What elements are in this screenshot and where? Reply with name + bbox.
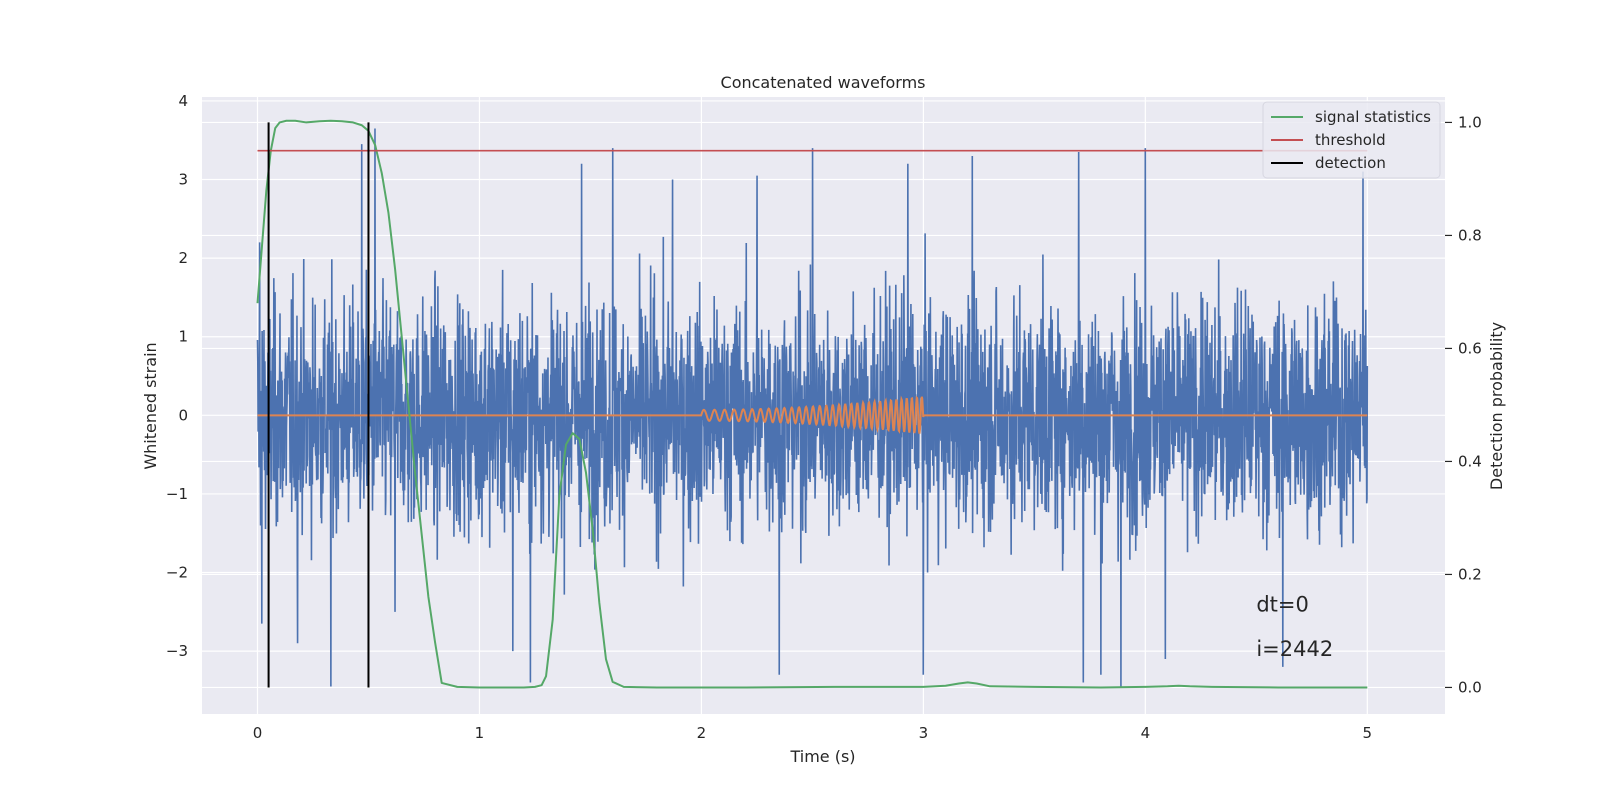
x-tick-label: 2 (697, 724, 707, 742)
y-tick-label: 2 (178, 249, 188, 267)
annotation-dt: dt=0 (1256, 593, 1309, 617)
y-tick-label: 1 (178, 328, 188, 346)
legend-label-threshold: threshold (1315, 131, 1386, 149)
legend-box (1262, 101, 1441, 179)
x-tick-label: 0 (253, 724, 263, 742)
legend-label-detection: detection (1315, 154, 1386, 172)
y-tick-label: −1 (166, 485, 188, 503)
y-axis-title: Whitened strain (141, 342, 160, 469)
x-axis-title: Time (s) (789, 747, 855, 766)
signal-statistics-series (256, 119, 1368, 689)
y-tick-label: 0 (178, 406, 188, 424)
y2-tick-label: 0.4 (1458, 452, 1482, 470)
y2-tick-label: 0.6 (1458, 339, 1482, 357)
y2-tick-label: 0.2 (1458, 565, 1482, 583)
legend: signal statistics threshold detection (1262, 101, 1441, 179)
y-tick-label: 3 (178, 171, 188, 189)
x-tick-label: 1 (475, 724, 485, 742)
y2-axis-title: Detection probability (1487, 322, 1506, 490)
x-tick-label: 5 (1363, 724, 1373, 742)
annotation-i: i=2442 (1256, 637, 1333, 661)
injection-line (257, 395, 1368, 434)
y2-tick-label: 0.0 (1458, 678, 1482, 696)
y2-tick-label: 0.8 (1458, 226, 1482, 244)
injection-series (257, 395, 1368, 434)
x-tick-label: 4 (1141, 724, 1151, 742)
signal-statistics-line (256, 119, 1368, 689)
legend-label-signal-statistics: signal statistics (1315, 108, 1431, 126)
y-tick-label: −2 (166, 564, 188, 582)
x-tick-label: 3 (919, 724, 929, 742)
y-tick-label: −3 (166, 642, 188, 660)
y-axis-right: 0.0 0.2 0.4 0.6 0.8 1.0 (1445, 113, 1482, 696)
x-axis: 0 1 2 3 4 5 (253, 724, 1372, 742)
chart-title: Concatenated waveforms (721, 73, 926, 92)
detection-series (267, 122, 370, 688)
y-axis-left: −3 −2 −1 0 1 2 3 4 (166, 92, 188, 660)
y2-tick-label: 1.0 (1458, 113, 1482, 131)
y-tick-label: 4 (178, 92, 188, 110)
